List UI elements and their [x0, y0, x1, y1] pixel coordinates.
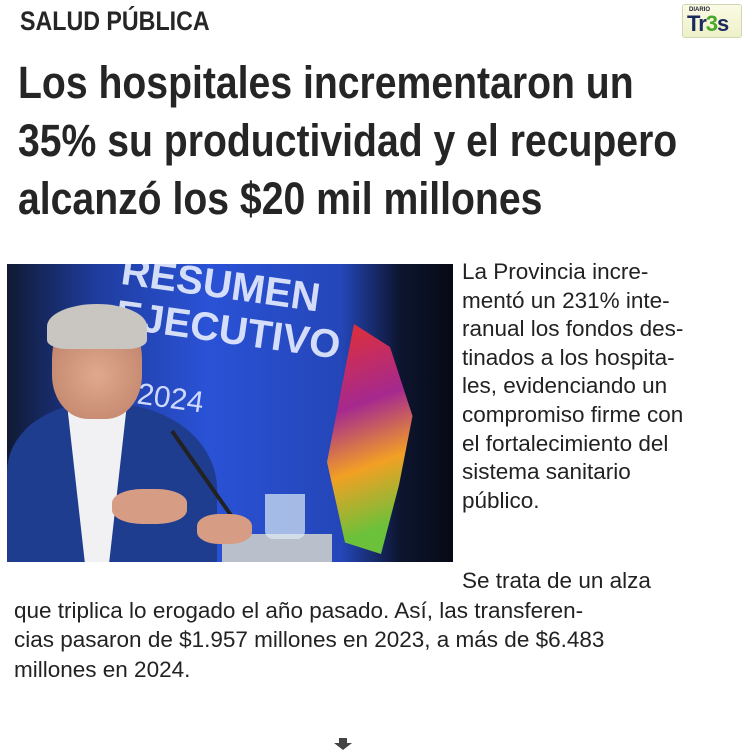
text-line: les, evidenciando un [462, 373, 668, 399]
headline-line: Los hospitales incrementaron un [18, 57, 634, 108]
text-line: compromiso firme con [462, 401, 684, 427]
text-line: público. [462, 487, 540, 513]
section-label: SALUD PÚBLICA [20, 6, 210, 36]
text-line: sistema sanitario [462, 459, 631, 485]
text-line: millones en 2024. [14, 656, 191, 682]
diario-tres-logo: DIARIO Tr3s [682, 4, 742, 38]
logo-small-text: DIARIO [689, 7, 710, 13]
headline: Los hospitales incrementaron un 35% su p… [18, 54, 746, 228]
speaker-hand [197, 514, 252, 544]
text-line: ranual los fondos des- [462, 316, 684, 342]
down-arrow-icon [334, 738, 352, 750]
headline-line: 35% su productividad y el recupero [18, 115, 678, 166]
article-photo: RESUMEN EJECUTIVO 2024 [7, 264, 453, 562]
text-line: mentó un 231% inte- [462, 287, 670, 313]
text-line: que triplica lo erogado el año pasado. A… [14, 597, 584, 623]
speaker-hand [112, 489, 187, 524]
text-line: tinados a los hospita- [462, 344, 675, 370]
text-line: Se trata de un alza [462, 568, 651, 593]
headline-line: alcanzó los $20 mil millones [18, 173, 543, 224]
speaker-hair [47, 304, 147, 349]
text-line: cias pasaron de $1.957 millones en 2023,… [14, 627, 605, 652]
logo-main-text: Tr3s [687, 11, 729, 36]
text-line: La Provincia incre- [462, 259, 649, 284]
water-glass [265, 494, 305, 539]
side-column-text: La Provincia incre- mentó un 231% inte- … [462, 258, 683, 515]
screen-title: RESUMEN EJECUTIVO [112, 264, 344, 368]
body-paragraph: Se trata de un alza que triplica lo erog… [14, 566, 651, 684]
text-line: el fortalecimiento del [462, 430, 669, 456]
